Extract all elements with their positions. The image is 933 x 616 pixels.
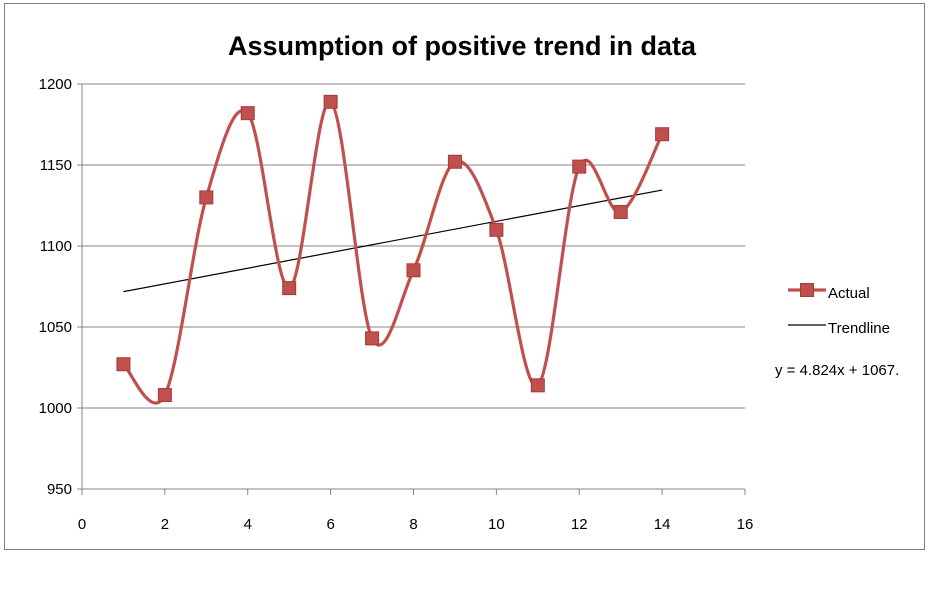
legend-actual-label: Actual	[828, 285, 870, 302]
y-tick-label: 1050	[39, 319, 72, 336]
y-tick-label: 950	[47, 481, 72, 498]
chart-frame	[4, 3, 925, 550]
gridlines	[77, 83, 745, 490]
x-tick-label: 10	[488, 516, 505, 533]
x-tick-label: 12	[571, 516, 588, 533]
actual-data-point	[406, 263, 421, 278]
x-tick-label: 0	[78, 516, 86, 533]
trendline-equation: y = 4.824x + 1067.	[775, 362, 899, 379]
x-tick-label: 16	[737, 516, 754, 533]
x-tick-label: 14	[654, 516, 671, 533]
actual-data-point	[530, 378, 545, 393]
legend-actual-marker	[800, 283, 814, 297]
axes	[81, 84, 746, 495]
y-tick-label: 1100	[40, 238, 72, 255]
actual-data-point	[240, 106, 255, 121]
y-tick-label: 1200	[39, 76, 72, 93]
actual-data-point	[116, 357, 131, 372]
actual-data-point	[572, 159, 587, 174]
actual-data-point	[447, 154, 462, 169]
y-tick-label: 1000	[39, 400, 72, 417]
legend: Actual Trendline	[788, 283, 890, 337]
y-axis-tick-labels: 950 1000 1050 1100 1150 1200	[39, 76, 72, 498]
actual-data-point	[157, 388, 172, 403]
x-tick-label: 2	[161, 516, 169, 533]
actual-data-point	[489, 222, 504, 237]
x-axis-tick-labels: 0 2 4 6 8 10 12 14 16	[78, 516, 754, 533]
x-tick-label: 8	[409, 516, 417, 533]
actual-data-point	[282, 281, 297, 296]
actual-data-point	[365, 331, 380, 346]
actual-data-point	[655, 127, 670, 142]
x-tick-label: 4	[244, 516, 252, 533]
actual-data-point	[199, 190, 214, 205]
actual-data-point	[613, 204, 628, 219]
x-tick-label: 6	[326, 516, 334, 533]
y-tick-label: 1150	[40, 157, 72, 174]
trendline	[123, 189, 663, 293]
chart-title: Assumption of positive trend in data	[228, 31, 697, 61]
legend-trendline-label: Trendline	[828, 320, 890, 337]
actual-data-point	[323, 94, 338, 109]
actual-series-line	[122, 100, 664, 405]
series-area	[116, 94, 670, 405]
